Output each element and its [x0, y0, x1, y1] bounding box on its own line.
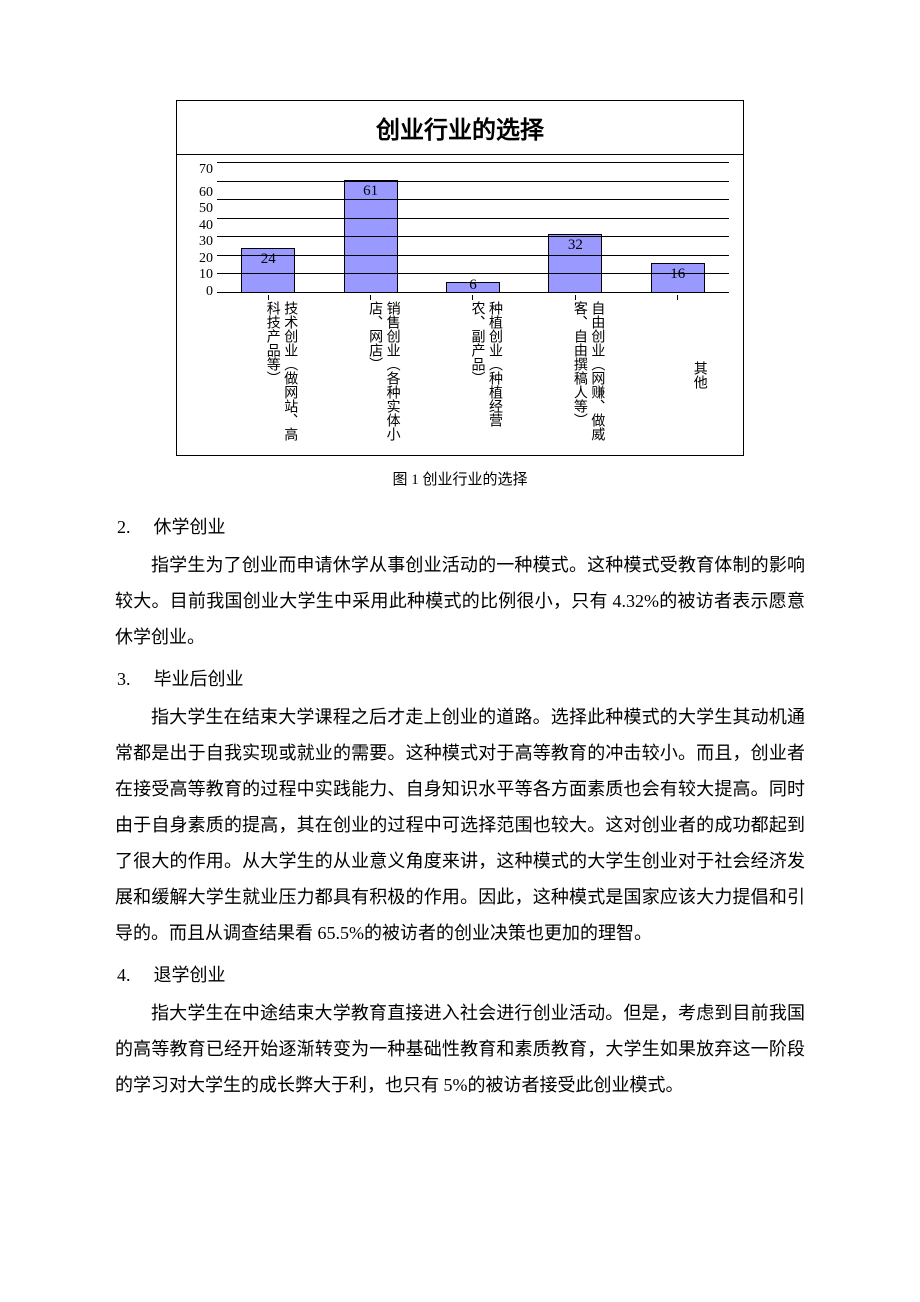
bar: 32	[548, 234, 602, 293]
section-number: 4.	[115, 957, 149, 993]
y-tick: 10	[181, 268, 213, 282]
x-tick	[341, 295, 401, 300]
x-tick	[648, 295, 708, 300]
section-title: 毕业后创业	[154, 669, 244, 689]
bar: 16	[651, 263, 705, 293]
section-title: 休学创业	[154, 517, 226, 537]
chart-title: 创业行业的选择	[177, 101, 743, 155]
chart-frame: 创业行业的选择 70 60 50 40 30 20 10 0 246163216	[176, 100, 744, 456]
gridline	[217, 181, 729, 182]
x-tick	[238, 295, 298, 300]
section-para: 指学生为了创业而申请休学从事创业活动的一种模式。这种模式受教育体制的影响较大。目…	[115, 547, 805, 655]
bar-value: 32	[568, 237, 583, 254]
y-tick: 60	[181, 186, 213, 200]
gridline	[217, 255, 729, 256]
figure-caption: 图 1 创业行业的选择	[115, 468, 805, 489]
section-title: 退学创业	[154, 965, 226, 985]
y-tick: 70	[181, 163, 213, 177]
chart-body: 70 60 50 40 30 20 10 0 246163216 技术创业（做网…	[177, 155, 743, 455]
section-para: 指大学生在中途结束大学教育直接进入社会进行创业活动。但是，考虑到目前我国的高等教…	[115, 995, 805, 1103]
section-number: 2.	[115, 509, 149, 545]
section-para: 指大学生在结束大学课程之后才走上创业的道路。选择此种模式的大学生其动机通常都是出…	[115, 699, 805, 951]
gridline	[217, 162, 729, 163]
gridline	[217, 199, 729, 200]
gridline	[217, 218, 729, 219]
y-tick: 20	[181, 252, 213, 266]
x-label: 销售创业（各种实体小店、网店）	[341, 301, 401, 449]
x-label: 种植创业（种植经营农、副产品）	[443, 301, 503, 449]
x-tick	[443, 295, 503, 300]
x-label: 自由创业（网赚、做威客、自由撰稿人等）	[545, 301, 605, 449]
section-heading-4: 4. 退学创业	[115, 957, 805, 993]
y-tick: 40	[181, 219, 213, 233]
x-label: 其他	[648, 301, 708, 449]
body-text: 2. 休学创业 指学生为了创业而申请休学从事创业活动的一种模式。这种模式受教育体…	[115, 509, 805, 1103]
bar-value: 61	[363, 183, 378, 200]
y-tick: 30	[181, 235, 213, 249]
x-tick	[545, 295, 605, 300]
plot-area: 246163216	[217, 163, 729, 293]
gridline	[217, 273, 729, 274]
section-heading-2: 2. 休学创业	[115, 509, 805, 545]
gridline	[217, 292, 729, 293]
gridline	[217, 236, 729, 237]
x-axis-labels: 技术创业（做网站、高科技产品等） 销售创业（各种实体小店、网店） 种植创业（种植经营…	[181, 295, 729, 449]
section-number: 3.	[115, 661, 149, 697]
x-label: 技术创业（做网站、高科技产品等）	[238, 301, 298, 449]
section-heading-3: 3. 毕业后创业	[115, 661, 805, 697]
bar-value: 16	[670, 266, 685, 283]
y-axis: 70 60 50 40 30 20 10 0	[181, 163, 217, 293]
y-tick: 50	[181, 202, 213, 216]
